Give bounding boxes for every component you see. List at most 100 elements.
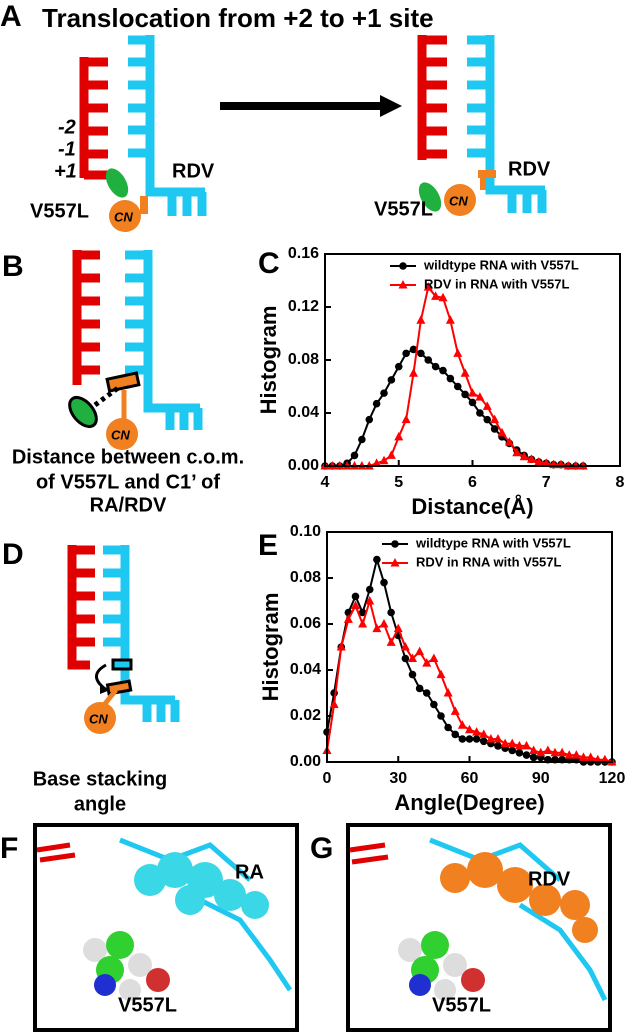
marker (379, 455, 389, 465)
marker (465, 724, 474, 734)
marker (446, 374, 455, 383)
marker (393, 623, 403, 633)
panel-letter: D (2, 538, 24, 571)
marker (387, 376, 396, 384)
marker (399, 262, 407, 270)
arrow (220, 95, 402, 117)
marker (500, 738, 510, 748)
marker (390, 558, 400, 567)
series-line (325, 348, 584, 467)
marker (497, 427, 507, 437)
marker (476, 409, 484, 417)
marker (380, 389, 388, 397)
marker (472, 727, 482, 736)
marker (529, 745, 539, 754)
x-axis-label: Distance(Å) (411, 493, 533, 519)
marker (490, 414, 500, 424)
marker (422, 658, 432, 667)
marker (541, 458, 551, 467)
marker (512, 447, 522, 457)
marker (586, 752, 596, 761)
caption: RA/RDV (90, 494, 167, 516)
plot-frame (326, 531, 613, 763)
position-label: -2 (58, 116, 76, 138)
structure-image (346, 823, 612, 1032)
marker (372, 623, 382, 633)
marker (439, 366, 447, 375)
group-label: CN (114, 209, 133, 224)
y-axis-label: Histogram (258, 593, 283, 702)
y-tick-label: 0.04 (288, 404, 319, 421)
marker (438, 292, 448, 302)
marker (468, 398, 477, 407)
y-tick-label: 0.00 (290, 753, 321, 770)
marker (453, 382, 462, 391)
marker (365, 415, 374, 424)
marker (358, 608, 367, 617)
y-tick-label: 0.08 (290, 569, 321, 586)
marker (336, 642, 346, 651)
caption: of V557L and C1’ of (36, 471, 220, 493)
marker (543, 745, 553, 754)
marker (372, 399, 381, 408)
marker (380, 578, 388, 587)
marker (343, 614, 353, 623)
marker (579, 752, 588, 761)
marker (409, 345, 418, 354)
marker (379, 619, 389, 628)
marker (436, 669, 446, 679)
marker (504, 437, 514, 446)
mutant-label: V557L (30, 200, 89, 222)
x-tick-label: 0 (323, 770, 332, 787)
x-tick-label: 90 (532, 770, 550, 787)
marker (527, 454, 536, 463)
legend-label: RDV in RNA with V557L (416, 554, 561, 569)
group-label: CN (449, 193, 468, 208)
y-tick-label: 0.08 (288, 351, 319, 368)
marker (458, 735, 467, 743)
y-tick-label: 0.06 (290, 615, 321, 632)
panel-letter: E (258, 529, 278, 562)
marker (465, 735, 474, 743)
marker (564, 750, 574, 759)
x-tick-label: 7 (542, 474, 551, 491)
legend-label: wildtype RNA with V557L (423, 257, 579, 272)
panel-letter: F (0, 832, 18, 865)
panel-letter: B (2, 250, 24, 283)
marker (365, 596, 375, 605)
structure-image (33, 823, 299, 1032)
marker (482, 401, 492, 410)
marker (394, 362, 403, 371)
marker (557, 747, 567, 757)
legend-label: wildtype RNA with V557L (415, 535, 571, 550)
marker (472, 735, 481, 743)
marker (571, 750, 581, 759)
marker (415, 684, 424, 693)
plot-frame (324, 253, 621, 467)
marker (515, 749, 524, 757)
marker (461, 390, 469, 399)
marker (417, 349, 425, 358)
x-tick-label: 60 (461, 770, 479, 787)
marker (475, 392, 485, 401)
x-tick-label: 30 (389, 770, 407, 787)
position-label: -1 (58, 138, 76, 160)
y-axis-label: Histogram (256, 306, 281, 415)
marker (415, 646, 425, 656)
marker (424, 356, 433, 364)
marker (457, 720, 467, 729)
marker (409, 368, 418, 377)
caption: Base stacking (33, 768, 168, 790)
drug-label: RDV (172, 160, 215, 182)
marker (443, 688, 453, 697)
marker (408, 670, 417, 679)
marker (372, 458, 382, 467)
mutant-label: V557L (118, 994, 177, 1016)
drug-label: RDV (508, 158, 551, 180)
y-tick-label: 0.12 (288, 298, 319, 315)
marker (386, 637, 396, 646)
marker (329, 699, 339, 708)
ligand-label: RA (235, 861, 264, 883)
marker (398, 280, 408, 289)
